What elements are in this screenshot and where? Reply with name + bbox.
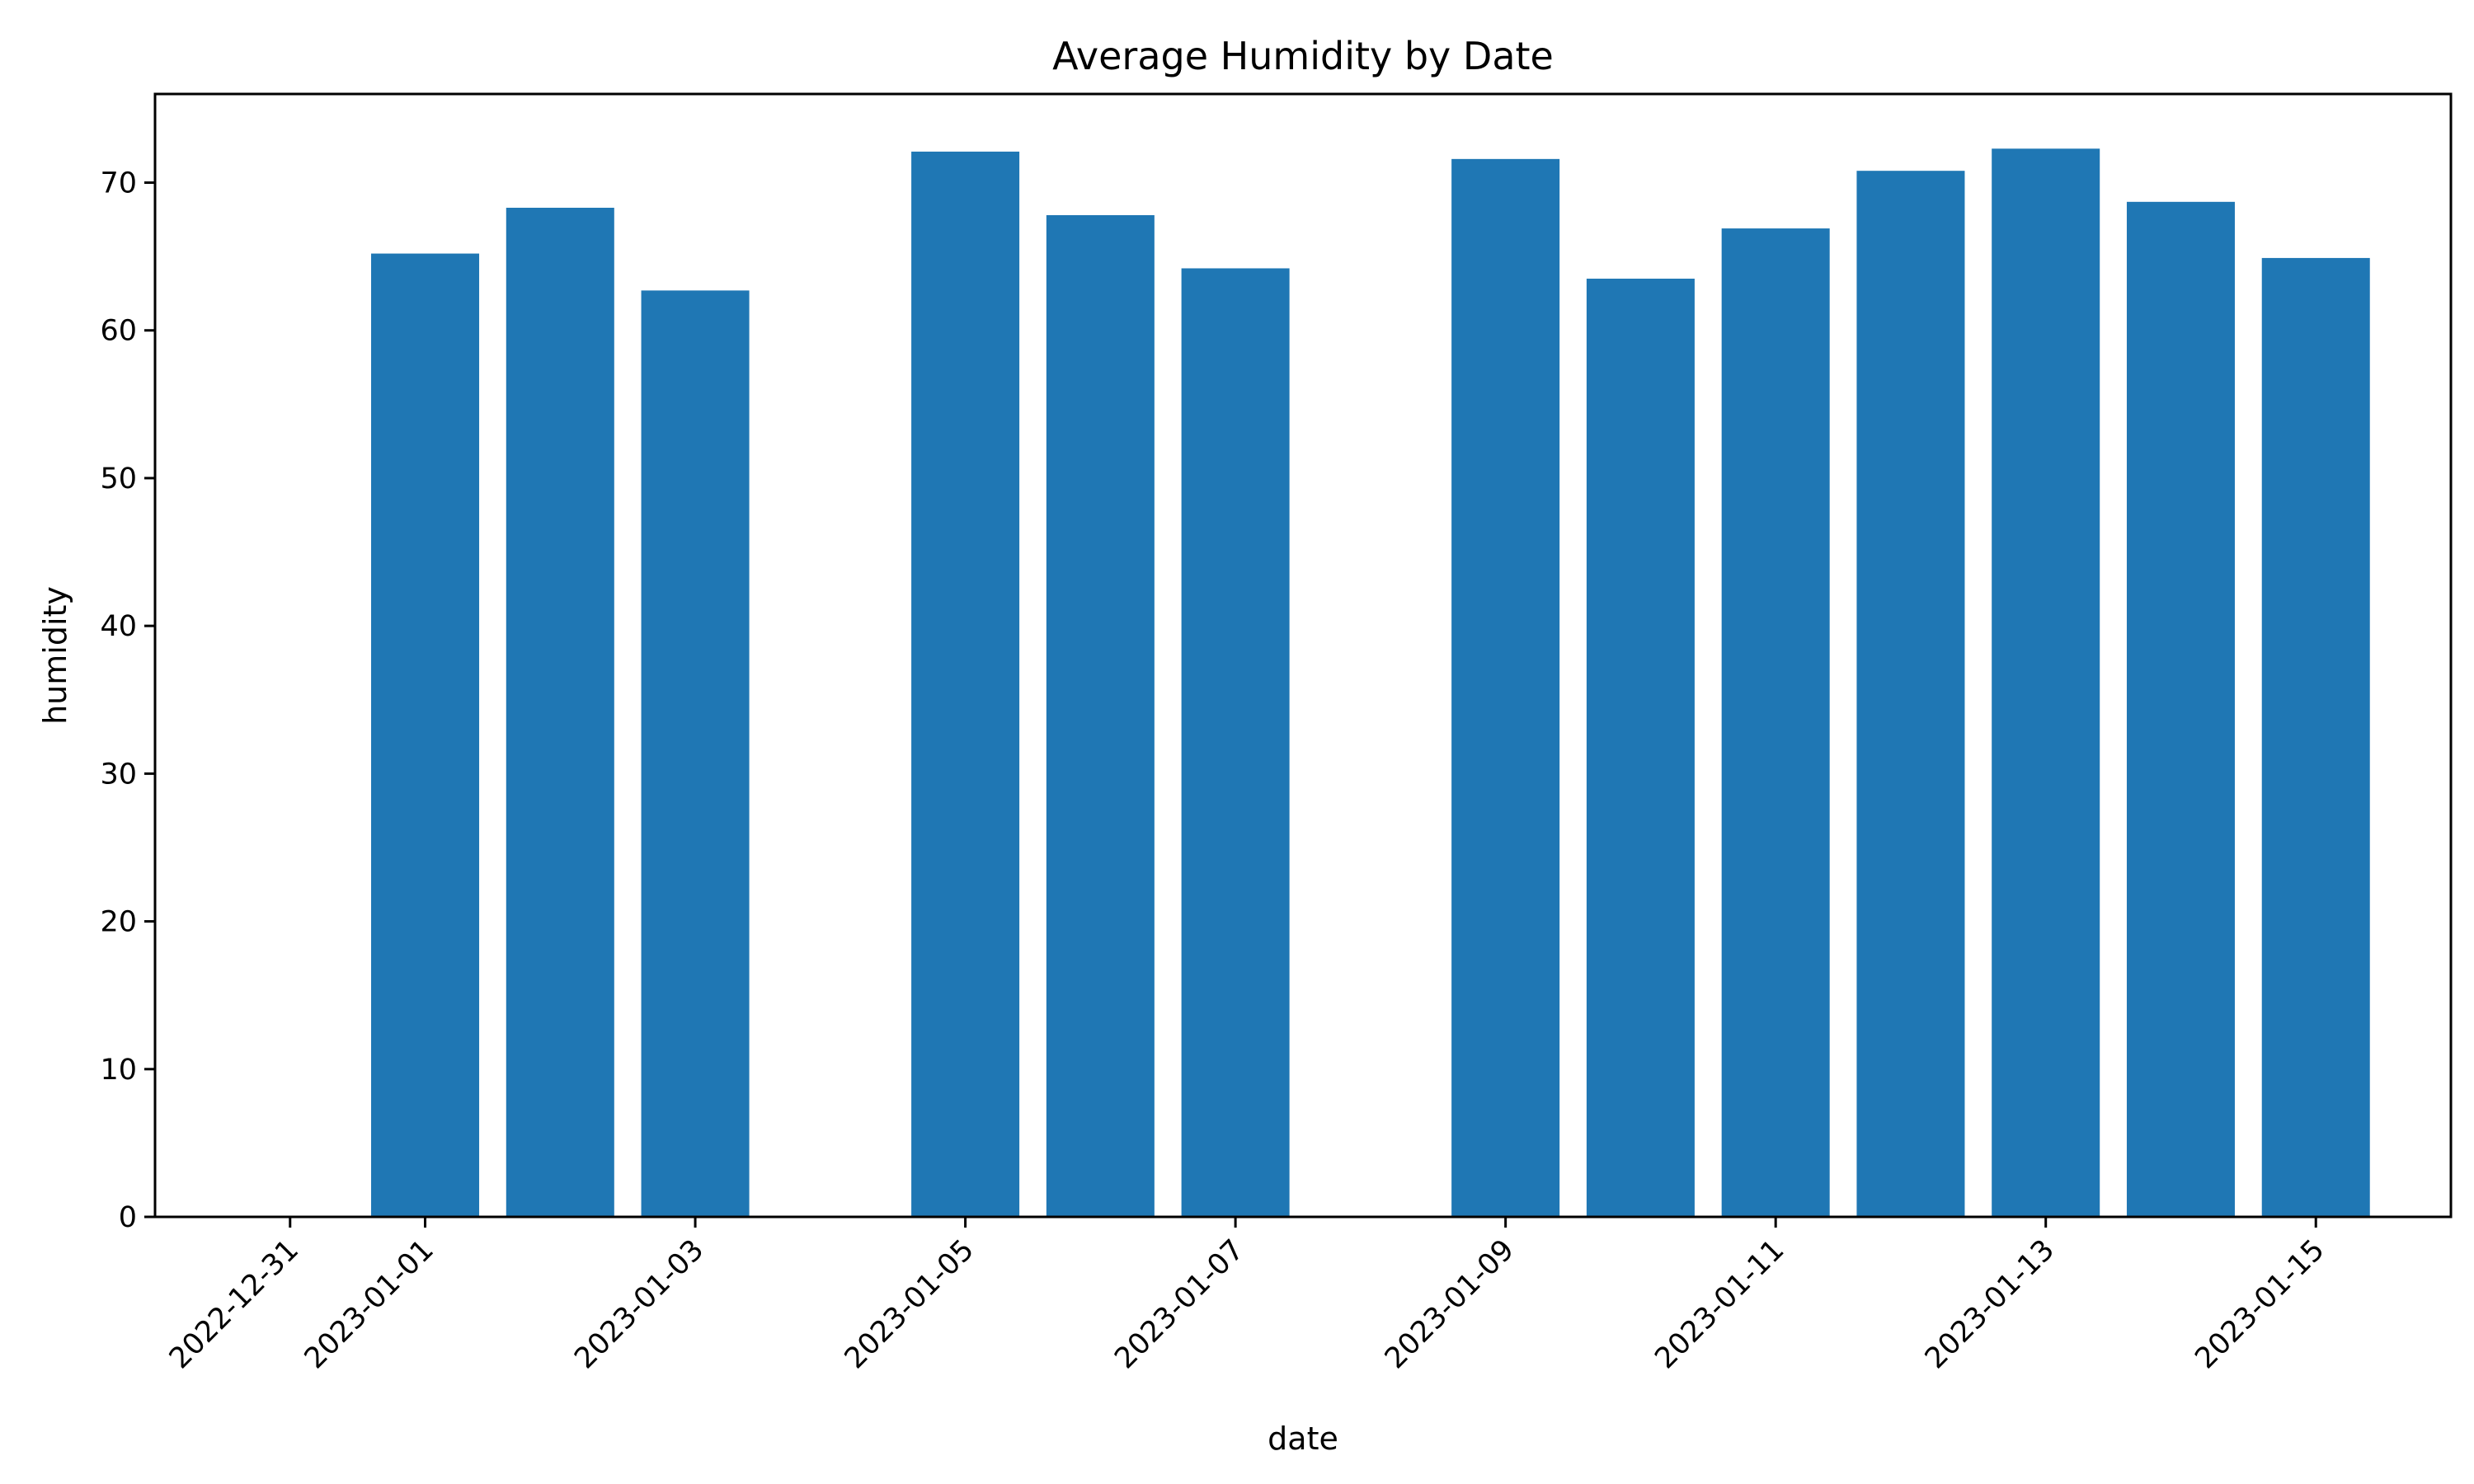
plot-frame xyxy=(153,92,2453,1219)
bar-2023-01-05 xyxy=(911,151,1020,1217)
bar-2023-01-02 xyxy=(506,207,614,1218)
chart-title: Average Humidity by Date xyxy=(1052,34,1554,78)
bar-2023-01-14 xyxy=(2126,201,2235,1217)
y-tick-label: 10 xyxy=(100,1054,137,1087)
y-tick-label: 0 xyxy=(119,1201,137,1234)
y-tick-label: 50 xyxy=(100,463,137,495)
y-tick-label: 60 xyxy=(100,315,137,348)
bar-2023-01-10 xyxy=(1586,279,1695,1217)
bar-2023-01-12 xyxy=(1856,171,1965,1218)
bar-2023-01-15 xyxy=(2261,257,2370,1217)
y-tick-label: 70 xyxy=(100,167,137,200)
bars-group xyxy=(371,148,2370,1218)
bar-2023-01-06 xyxy=(1046,214,1155,1218)
y-tick-label: 40 xyxy=(100,610,137,643)
y-axis-label: humidity xyxy=(37,586,73,725)
y-axis-ticks: 0 10 20 30 40 50 60 70 xyxy=(100,167,155,1234)
y-tick-label: 20 xyxy=(100,906,137,939)
bar-2023-01-11 xyxy=(1721,228,1830,1218)
bar-2023-01-01 xyxy=(371,253,480,1217)
x-axis-label: date xyxy=(1268,1421,1338,1457)
y-tick-label: 30 xyxy=(100,758,137,791)
bar-2023-01-07 xyxy=(1181,268,1290,1218)
bar-2023-01-09 xyxy=(1451,158,1560,1218)
bar-2023-01-13 xyxy=(1992,148,2100,1217)
bar-2023-01-03 xyxy=(641,290,750,1218)
